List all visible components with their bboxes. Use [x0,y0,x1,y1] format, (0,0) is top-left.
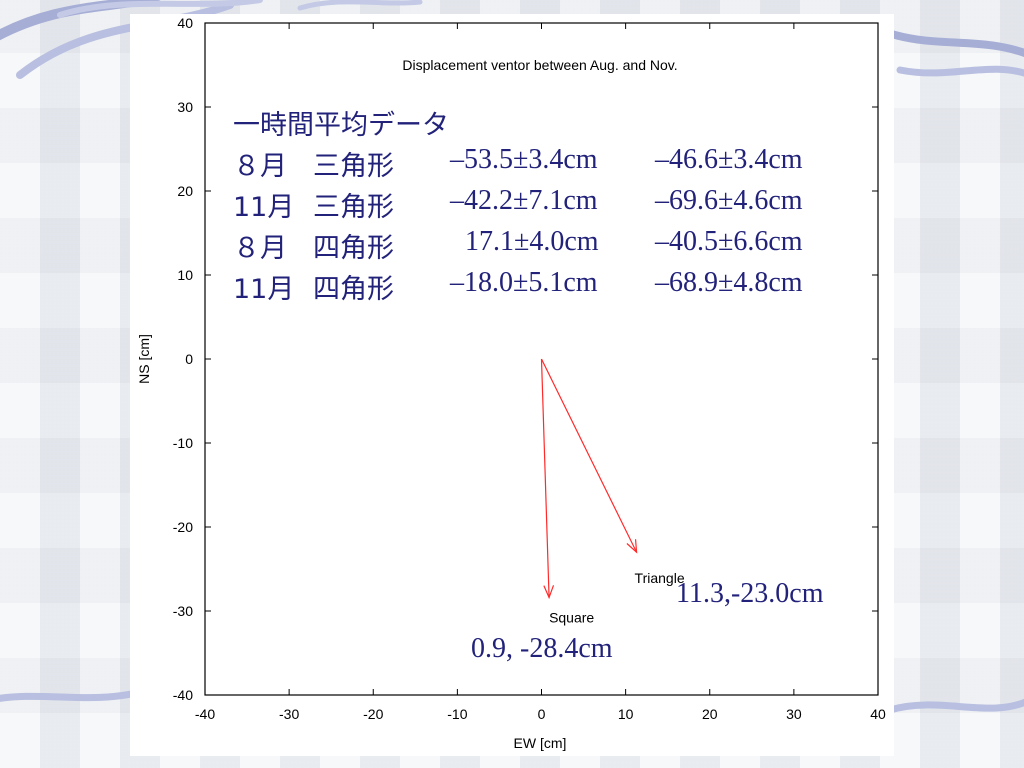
row-ew-value: –18.0±5.1cm [450,267,598,298]
y-tick-label: 20 [177,183,193,199]
row-month: ８月 [233,233,287,264]
x-tick-label: -20 [363,706,383,722]
triangle-series-label: Triangle [635,570,685,586]
table-row: 11月 三角形 –42.2±7.1cm –69.6±4.6cm [130,185,894,223]
vector-series: Triangle Square [540,358,685,626]
y-axis-label: NS [cm] [136,334,152,384]
chart-panel: -40 -30 -20 -10 0 10 20 30 40 -40 -30 -20 -10 0 10 20 30… [130,14,894,756]
row-ns-value: –40.5±6.6cm [655,226,803,257]
y-tick-label: -20 [173,519,193,535]
row-ew-value: 17.1±4.0cm [465,226,599,257]
square-value-label: 0.9, -28.4cm [471,633,613,664]
x-tick-label: 30 [786,706,802,722]
x-tick-label: -30 [279,706,299,722]
x-axis-label: EW [cm] [514,735,567,751]
decorative-swirl-top [0,0,1024,79]
triangle-vector [540,358,638,553]
x-tick-label: 10 [618,706,634,722]
triangle-value-label: 11.3,-23.0cm [676,578,824,609]
row-shape: 三角形 [313,151,394,182]
y-tick-label: -10 [173,435,193,451]
y-tick-label: 10 [177,267,193,283]
row-shape: 三角形 [313,192,394,223]
x-tick-label: -10 [447,706,467,722]
table-heading: 一時間平均データ [233,110,449,141]
y-tick-label: -40 [173,687,193,703]
row-shape: 四角形 [313,274,394,305]
x-tick-label: 20 [702,706,718,722]
row-ew-value: –42.2±7.1cm [450,185,598,216]
x-tick-label: -40 [195,706,215,722]
y-tick-label: -30 [173,603,193,619]
decorative-swirl-bottom [0,688,1024,714]
x-tick-label: 40 [870,706,886,722]
displacement-chart: -40 -30 -20 -10 0 10 20 30 40 -40 -30 -20 -10 0 10 20 30… [136,15,886,751]
row-shape: 四角形 [313,233,394,264]
row-month: 11月 [233,274,295,305]
row-ns-value: –69.6±4.6cm [655,185,803,216]
table-row: ８月 三角形 –53.5±3.4cm –46.6±3.4cm [130,144,894,182]
y-tick-label: 0 [185,351,193,367]
triangle-arrowhead [626,539,638,554]
row-ew-value: –53.5±3.4cm [450,144,598,175]
square-arrowhead [543,585,555,600]
axis-ticks: -40 -30 -20 -10 0 10 20 30 40 -40 -30 -20 -10 0 10 20 30… [173,15,886,722]
table-row: 11月 四角形 –18.0±5.1cm –68.9±4.8cm [130,267,894,305]
y-tick-label: 30 [177,99,193,115]
y-tick-label: 40 [177,15,193,31]
row-month: ８月 [233,151,287,182]
row-ns-value: –68.9±4.8cm [655,267,803,298]
square-series-label: Square [549,610,594,626]
square-vector [540,358,550,598]
x-tick-label: 0 [538,706,546,722]
table-row: ８月 四角形 17.1±4.0cm –40.5±6.6cm [130,226,894,264]
chart-title: Displacement ventor between Aug. and Nov… [402,57,677,73]
row-month: 11月 [233,192,295,223]
row-ns-value: –46.6±3.4cm [655,144,803,175]
